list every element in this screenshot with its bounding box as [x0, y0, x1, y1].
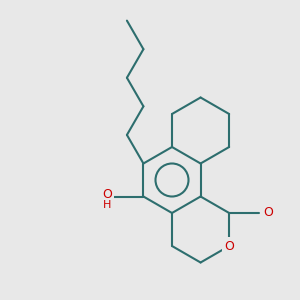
Text: O: O	[102, 188, 112, 201]
Text: O: O	[224, 239, 234, 253]
Text: H: H	[103, 200, 112, 211]
Text: O: O	[263, 206, 273, 220]
